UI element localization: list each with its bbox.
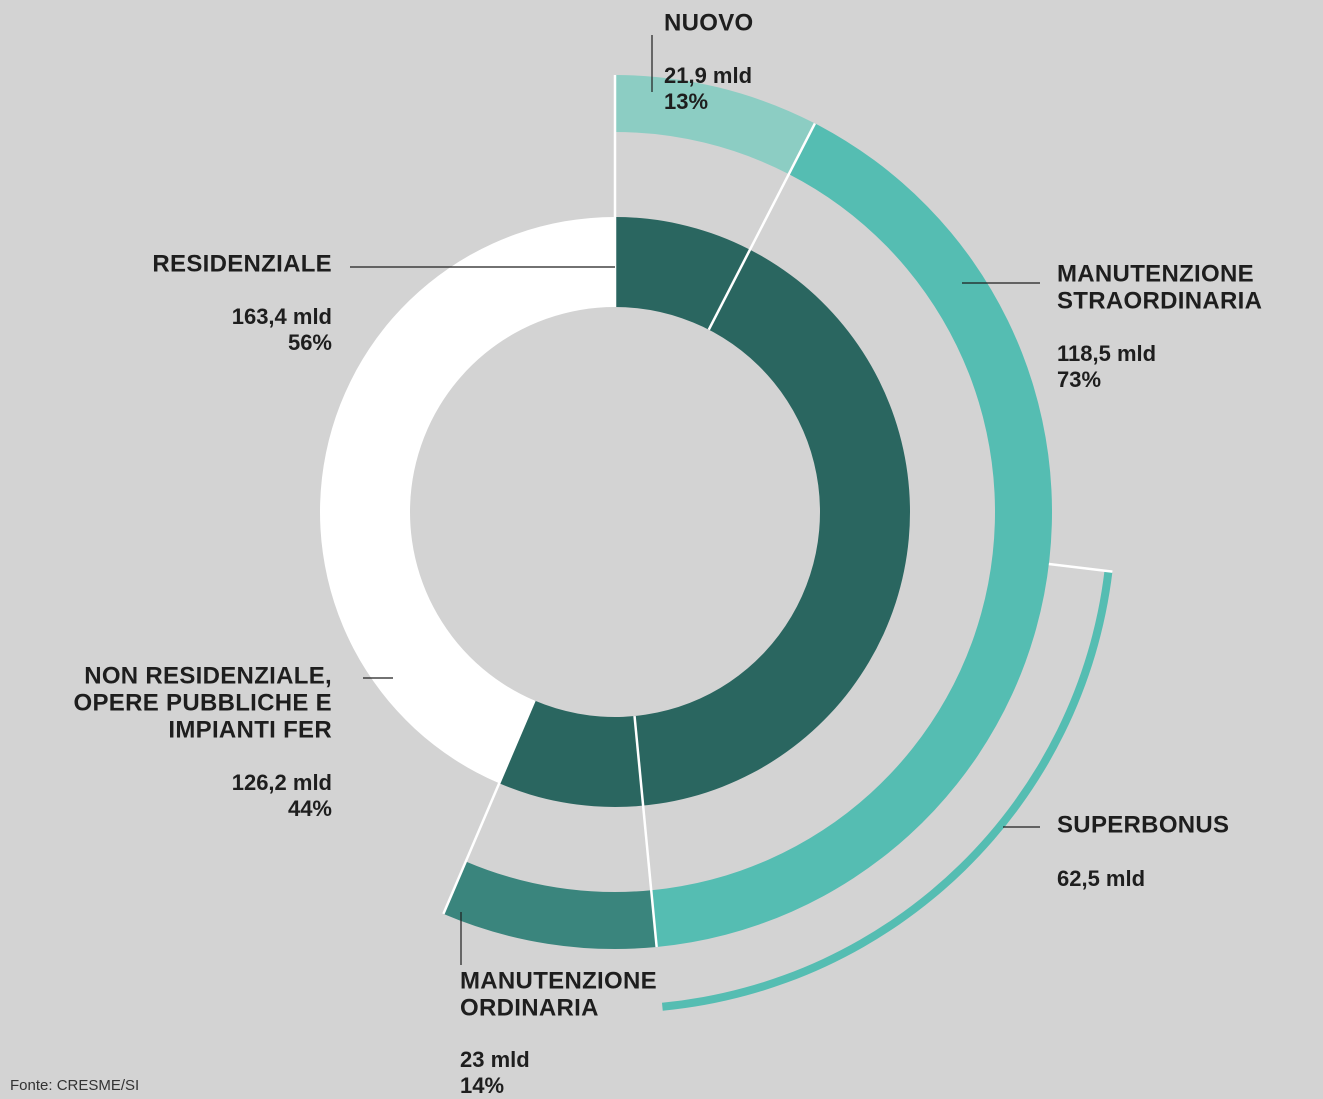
percent-label: 73% — [1057, 367, 1101, 392]
value-label: 21,9 mld — [664, 63, 752, 88]
segment — [615, 75, 815, 175]
percent-label: 14% — [460, 1073, 504, 1098]
segment-label: ORDINARIA — [460, 994, 599, 1021]
separator — [633, 715, 658, 948]
segment-label: NUOVO — [664, 9, 754, 36]
separator — [442, 700, 536, 915]
separator — [707, 122, 817, 331]
value-label: 118,5 mld — [1057, 341, 1156, 366]
segment-label: NON RESIDENZIALE, — [84, 662, 332, 689]
percent-label: 13% — [664, 89, 708, 114]
segment-label: SUPERBONUS — [1057, 811, 1229, 838]
segment — [320, 217, 615, 784]
segment — [443, 861, 657, 949]
source: Fonte: CRESME/SI — [10, 1077, 139, 1094]
percent-label: 44% — [288, 796, 332, 821]
value-label: 62,5 mld — [1057, 866, 1145, 891]
segment — [661, 570, 1113, 1011]
segment-label: STRAORDINARIA — [1057, 287, 1262, 314]
value-label: 163,4 mld — [232, 304, 332, 329]
separator — [1048, 562, 1113, 573]
value-label: 126,2 mld — [232, 770, 332, 795]
percent-label: 56% — [288, 330, 332, 355]
segment-label: MANUTENZIONE — [460, 967, 657, 994]
segment — [651, 123, 1052, 948]
segment-label: MANUTENZIONE — [1057, 260, 1254, 287]
segment — [499, 217, 911, 807]
segment-label: OPERE PUBBLICHE E — [74, 689, 332, 716]
segment-label: RESIDENZIALE — [152, 250, 332, 277]
segment-label: IMPIANTI FER — [168, 716, 332, 743]
value-label: 23 mld — [460, 1047, 530, 1072]
